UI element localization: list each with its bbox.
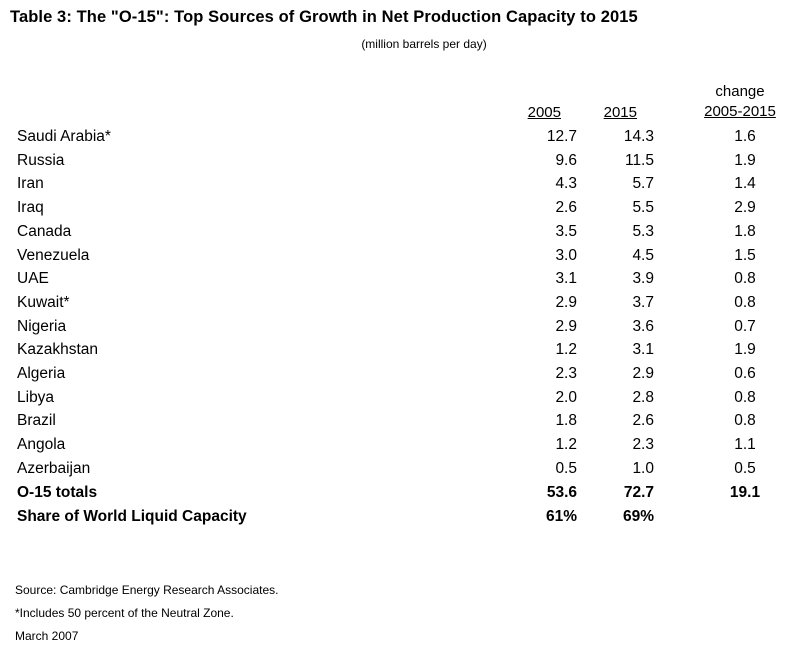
value-2015: 3.1: [632, 341, 654, 358]
value-change: 1.9: [734, 341, 756, 358]
value-change: 0.5: [734, 460, 756, 477]
table-row: Azerbaijan 0.5 1.0 0.5: [17, 460, 797, 484]
country-name: Russia: [17, 152, 65, 169]
country-name: Venezuela: [17, 247, 90, 264]
value-2015: 2.3: [632, 436, 654, 453]
value-2005: 3.5: [555, 223, 577, 240]
country-name: Iraq: [17, 199, 44, 216]
table-row: Angola 1.2 2.3 1.1: [17, 436, 797, 460]
value-change: 1.5: [734, 247, 756, 264]
value-2015: 4.5: [632, 247, 654, 264]
value-change: 2.9: [734, 199, 756, 216]
value-change: 1.4: [734, 175, 756, 192]
value-2005: 1.2: [555, 341, 577, 358]
value-change: 0.6: [734, 365, 756, 382]
footer-note: *Includes 50 percent of the Neutral Zone…: [15, 606, 234, 620]
value-2015: 2.8: [632, 389, 654, 406]
totals-label: O-15 totals: [17, 484, 98, 501]
value-change: 0.8: [734, 412, 756, 429]
table-row: UAE 3.1 3.9 0.8: [17, 270, 797, 294]
table-row: Brazil 1.8 2.6 0.8: [17, 412, 797, 436]
value-change: 0.7: [734, 318, 756, 335]
table-row: Russia 9.6 11.5 1.9: [17, 152, 797, 176]
value-2005: 9.6: [555, 152, 577, 169]
value-change: 0.8: [734, 294, 756, 311]
table-row: Canada 3.5 5.3 1.8: [17, 223, 797, 247]
change-column-header: change 2005-2015: [690, 82, 790, 122]
value-2015: 5.7: [632, 175, 654, 192]
value-change: 0.8: [734, 270, 756, 287]
country-name: Nigeria: [17, 318, 67, 335]
value-change: 1.1: [734, 436, 756, 453]
table-row: Libya 2.0 2.8 0.8: [17, 389, 797, 413]
value-2005: 1.2: [555, 436, 577, 453]
table-row: Kuwait* 2.9 3.7 0.8: [17, 294, 797, 318]
totals-2005: 53.6: [546, 484, 577, 501]
table-row: Algeria 2.3 2.9 0.6: [17, 365, 797, 389]
value-change: 1.8: [734, 223, 756, 240]
country-name: Kazakhstan: [17, 341, 98, 358]
value-2005: 3.1: [555, 270, 577, 287]
country-name: Azerbaijan: [17, 460, 91, 477]
value-2005: 2.0: [555, 389, 577, 406]
value-change: 1.6: [734, 128, 756, 145]
value-2005: 2.6: [555, 199, 577, 216]
value-2005: 12.7: [546, 128, 577, 145]
table-title: Table 3: The "O-15": Top Sources of Grow…: [10, 8, 638, 26]
value-2005: 1.8: [555, 412, 577, 429]
table-row: Iran 4.3 5.7 1.4: [17, 175, 797, 199]
share-2005: 61%: [545, 508, 577, 525]
country-name: Canada: [17, 223, 72, 240]
table-row: Venezuela 3.0 4.5 1.5: [17, 247, 797, 271]
country-name: Libya: [17, 389, 55, 406]
table-subtitle: (million barrels per day): [361, 37, 487, 51]
value-2015: 5.3: [632, 223, 654, 240]
value-2005: 2.9: [555, 294, 577, 311]
value-2015: 1.0: [632, 460, 654, 477]
country-name: Saudi Arabia*: [17, 128, 111, 145]
totals-2015: 72.7: [623, 484, 654, 501]
value-2005: 3.0: [555, 247, 577, 264]
country-name: Angola: [17, 436, 66, 453]
table-row: Nigeria 2.9 3.6 0.7: [17, 318, 797, 342]
value-2015: 14.3: [623, 128, 654, 145]
value-2015: 2.9: [632, 365, 654, 382]
footer-date: March 2007: [15, 629, 79, 643]
value-2015: 3.9: [632, 270, 654, 287]
totals-row: O-15 totals 53.6 72.7 19.1: [17, 484, 797, 508]
country-name: Iran: [17, 175, 44, 192]
value-2005: 2.3: [555, 365, 577, 382]
share-label: Share of World Liquid Capacity: [17, 508, 247, 525]
value-2015: 2.6: [632, 412, 654, 429]
value-2015: 3.7: [632, 294, 654, 311]
totals-change: 19.1: [729, 484, 761, 501]
country-name: Kuwait*: [17, 294, 70, 311]
value-change: 0.8: [734, 389, 756, 406]
share-row: Share of World Liquid Capacity 61% 69%: [17, 508, 797, 532]
value-2005: 4.3: [555, 175, 577, 192]
column-header-2015: 2015: [603, 104, 637, 121]
value-change: 1.9: [734, 152, 756, 169]
country-name: UAE: [17, 270, 49, 287]
value-2015: 3.6: [632, 318, 654, 335]
table-row: Iraq 2.6 5.5 2.9: [17, 199, 797, 223]
value-2005: 2.9: [555, 318, 577, 335]
country-name: Brazil: [17, 412, 56, 429]
change-header-line2: 2005-2015: [704, 103, 776, 120]
value-2015: 5.5: [632, 199, 654, 216]
change-header-line1: change: [715, 83, 765, 100]
column-header-2005: 2005: [527, 104, 561, 121]
country-name: Algeria: [17, 365, 66, 382]
table-row: Saudi Arabia* 12.7 14.3 1.6: [17, 128, 797, 152]
value-2015: 11.5: [624, 152, 654, 169]
footer-source: Source: Cambridge Energy Research Associ…: [15, 583, 279, 597]
share-2015: 69%: [622, 508, 654, 525]
value-2005: 0.5: [555, 460, 577, 477]
table-row: Kazakhstan 1.2 3.1 1.9: [17, 341, 797, 365]
